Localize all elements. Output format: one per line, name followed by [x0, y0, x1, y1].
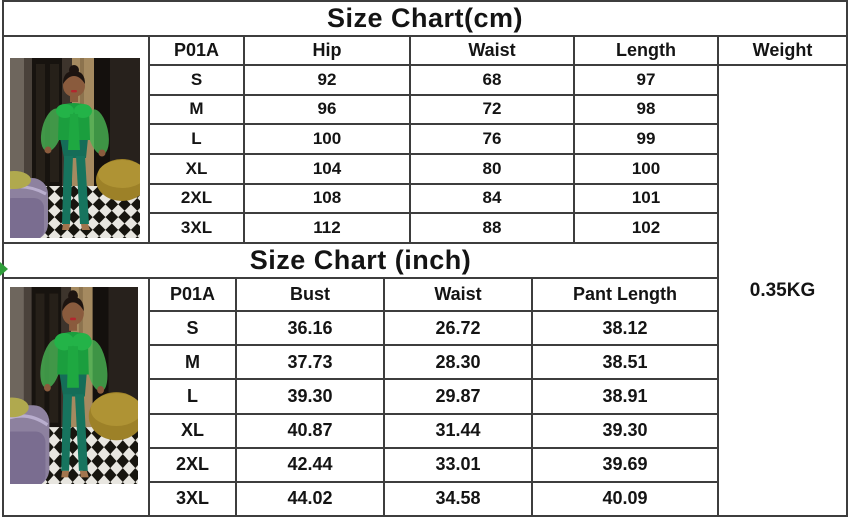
measurement-value: 31.44 [385, 414, 531, 447]
measurement-value: 40.09 [533, 482, 717, 515]
measurement-value: 38.12 [533, 312, 717, 345]
measurement-value: 34.58 [385, 482, 531, 515]
weight-column: Weight 0.35KG [719, 37, 846, 515]
measurement-value: 108 [245, 184, 409, 213]
size-row-label: L [150, 125, 243, 153]
measurement-area: P01A Hip Waist Length S 92 68 97 M 96 72 98 L 100 76 99… [4, 37, 717, 515]
measurement-value: 68 [411, 66, 573, 94]
size-row-label: M [150, 95, 243, 124]
size-row-label: S [150, 312, 235, 345]
measurement-value: 29.87 [385, 380, 531, 413]
size-row-label: 2XL [150, 448, 235, 481]
measurement-value: 39.69 [533, 448, 717, 481]
measurement-value: 36.16 [237, 312, 383, 345]
weight-value: 0.35KG [719, 66, 846, 515]
measurement-value: 98 [575, 95, 717, 124]
measurement-value: 44.02 [237, 482, 383, 515]
measurement-value: 112 [245, 214, 409, 242]
column-header: P01A [150, 279, 235, 310]
measurement-value: 40.87 [237, 414, 383, 447]
column-header: Bust [237, 279, 383, 310]
product-photo-bottom [10, 287, 138, 484]
column-header: Waist [411, 37, 573, 64]
inch-chart-title: Size Chart (inch) [4, 244, 717, 277]
inch-section: P01A Bust Waist Pant Length S 36.16 26.72 38.12… [4, 279, 717, 515]
size-row-label: L [150, 380, 235, 413]
measurement-value: 39.30 [533, 414, 717, 447]
cm-size-table: P01A Hip Waist Length S 92 68 97 M 96 72 98 L 100 76 99… [150, 37, 717, 242]
measurement-value: 28.30 [385, 346, 531, 379]
cm-section: P01A Hip Waist Length S 92 68 97 M 96 72 98 L 100 76 99… [4, 37, 717, 242]
size-row-label: M [150, 346, 235, 379]
column-header: Waist [385, 279, 531, 310]
measurement-value: 97 [575, 66, 717, 94]
column-header: P01A [150, 37, 243, 64]
measurement-value: 38.91 [533, 380, 717, 413]
measurement-value: 96 [245, 95, 409, 124]
column-header: Length [575, 37, 717, 64]
measurement-value: 92 [245, 66, 409, 94]
column-header: Pant Length [533, 279, 717, 310]
measurement-value: 100 [575, 154, 717, 183]
measurement-value: 26.72 [385, 312, 531, 345]
measurement-value: 38.51 [533, 346, 717, 379]
measurement-value: 80 [411, 154, 573, 183]
size-row-label: XL [150, 414, 235, 447]
product-photo-cell-bottom [4, 279, 148, 515]
measurement-value: 72 [411, 95, 573, 124]
measurement-value: 76 [411, 125, 573, 153]
green-edge-artifact [0, 262, 8, 276]
measurement-value: 104 [245, 154, 409, 183]
size-row-label: 2XL [150, 184, 243, 213]
inch-size-table: P01A Bust Waist Pant Length S 36.16 26.72 38.12… [150, 279, 717, 515]
size-row-label: S [150, 66, 243, 94]
measurement-value: 37.73 [237, 346, 383, 379]
size-row-label: XL [150, 154, 243, 183]
measurement-value: 84 [411, 184, 573, 213]
measurement-value: 99 [575, 125, 717, 153]
cm-chart-title: Size Chart(cm) [4, 2, 846, 35]
measurement-value: 33.01 [385, 448, 531, 481]
measurement-value: 88 [411, 214, 573, 242]
measurement-value: 39.30 [237, 380, 383, 413]
product-photo-cell-top [4, 37, 148, 242]
size-row-label: 3XL [150, 214, 243, 242]
measurement-value: 101 [575, 184, 717, 213]
product-photo-top [10, 58, 140, 238]
measurement-value: 42.44 [237, 448, 383, 481]
size-row-label: 3XL [150, 482, 235, 515]
measurement-value: 102 [575, 214, 717, 242]
column-header: Hip [245, 37, 409, 64]
measurement-value: 100 [245, 125, 409, 153]
chart-body: P01A Hip Waist Length S 92 68 97 M 96 72 98 L 100 76 99… [4, 37, 846, 515]
weight-column-header: Weight [719, 37, 846, 64]
